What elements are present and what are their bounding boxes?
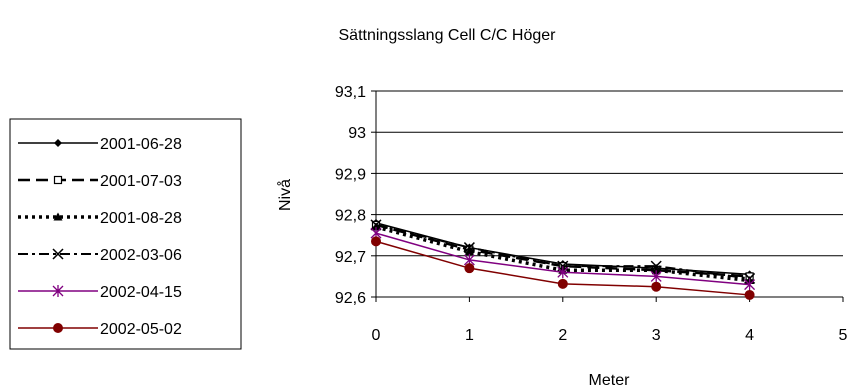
legend-item: 2002-04-15 [18,284,182,301]
legend-label: 2001-08-28 [100,210,182,227]
legend-swatch-marker [52,285,64,297]
data-point [650,260,662,272]
y-tick-label: 93,1 [335,84,366,101]
legend-swatch-marker [53,175,63,185]
y-tick-label: 92,7 [335,249,366,266]
data-point [651,265,661,274]
legend-swatch-marker [53,323,63,333]
series-layer [370,218,756,300]
legend-swatch-marker [54,139,62,147]
legend-item: 2001-06-28 [18,136,182,153]
y-tick-label: 93 [348,125,366,142]
legend-item: 2002-03-06 [18,247,182,264]
data-point [650,270,662,283]
data-point [463,242,475,254]
data-point [371,222,381,231]
x-tick-label: 4 [745,327,754,344]
legend-label: 2002-05-02 [100,321,182,338]
legend-swatch-marker [52,248,64,260]
y-tick-label: 92,9 [335,166,366,183]
legend-label: 2002-04-15 [100,284,182,301]
data-point [371,236,381,247]
series-6 [371,236,755,300]
legend-label: 2001-06-28 [100,136,182,153]
data-point [744,289,755,300]
legend-label: 2001-07-03 [100,173,182,190]
legend-item: 2001-07-03 [18,173,182,190]
x-axis-label: Meter [589,372,631,389]
series-5 [370,227,756,291]
data-point [557,278,568,289]
y-tick-label: 92,8 [335,208,366,225]
y-tick-label: 92,6 [335,290,366,307]
x-tick-label: 3 [652,327,661,344]
data-point [464,263,475,274]
legend-item: 2001-08-28 [18,210,182,227]
x-tick-label: 5 [839,327,848,344]
data-point [370,219,382,231]
data-point [744,278,756,291]
chart-title: Sättningsslang Cell C/C Höger [339,27,557,44]
grid [376,131,843,257]
axes [371,90,844,302]
tick-labels: 92,6 92,7 92,8 92,9 93 93,1 0 1 2 3 4 5 [335,84,848,344]
y-axis-label: Nivå [276,179,294,211]
data-point [651,281,662,292]
data-point [464,247,474,256]
x-tick-label: 0 [372,327,381,344]
legend: 2001-06-28 2001-07-03 2001-08-28 2002-03-06… [9,118,242,350]
x-tick-label: 2 [558,327,567,344]
x-tick-label: 1 [465,327,474,344]
legend-label: 2002-03-06 [100,247,182,264]
legend-item: 2002-05-02 [18,321,182,338]
legend-swatch-marker [53,212,63,221]
data-point [557,266,569,279]
legend-box [9,118,242,350]
